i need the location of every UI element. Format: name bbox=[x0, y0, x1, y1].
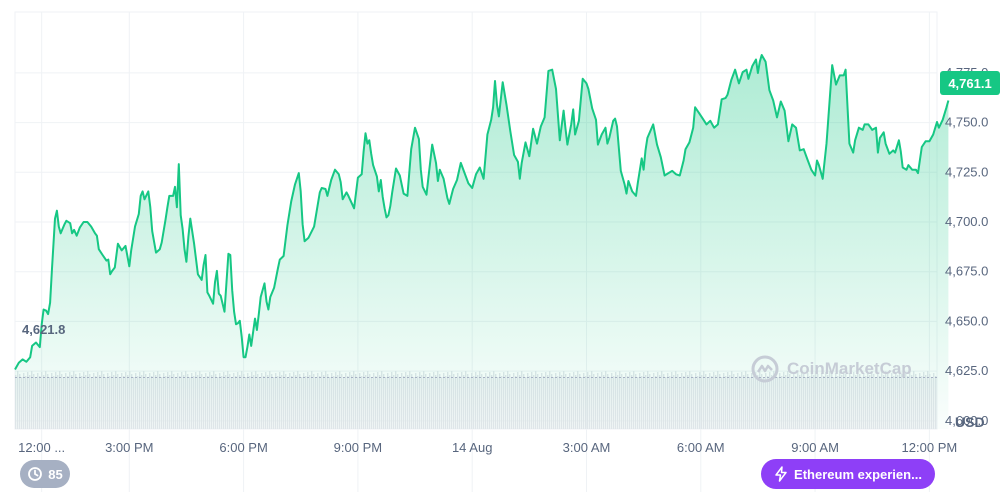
y-tick-label: 4,625.0 bbox=[945, 363, 988, 378]
lightning-icon bbox=[775, 466, 787, 482]
coinmarketcap-logo-icon bbox=[751, 355, 779, 383]
price-area-fill bbox=[15, 55, 949, 429]
x-tick-label: 14 Aug bbox=[452, 440, 493, 455]
event-button[interactable]: Ethereum experien... bbox=[761, 459, 935, 489]
x-tick-label: 12:00 ... bbox=[18, 440, 65, 455]
y-tick-label: 4,750.0 bbox=[945, 115, 988, 130]
y-tick-label: 4,600.0 bbox=[945, 413, 988, 428]
x-tick-label: 12:00 PM bbox=[902, 440, 958, 455]
y-tick-label: 4,675.0 bbox=[945, 264, 988, 279]
event-label: Ethereum experien... bbox=[794, 466, 922, 482]
x-tick-label: 6:00 PM bbox=[219, 440, 267, 455]
price-line bbox=[14, 54, 950, 370]
history-clock-icon bbox=[28, 467, 43, 481]
currency-label: USD bbox=[955, 414, 985, 430]
open-price-label: 4,621.8 bbox=[22, 322, 66, 337]
history-count: 85 bbox=[48, 466, 63, 482]
y-tick-label: 4,650.0 bbox=[945, 313, 988, 328]
y-tick-label: 4,700.0 bbox=[945, 214, 988, 229]
current-price-badge: 4,761.1 bbox=[940, 71, 1000, 95]
y-tick-label: 4,725.0 bbox=[945, 164, 988, 179]
x-tick-label: 9:00 PM bbox=[334, 440, 382, 455]
x-tick-label: 3:00 PM bbox=[105, 440, 153, 455]
coinmarketcap-watermark: CoinMarketCap bbox=[751, 355, 912, 383]
watermark-text: CoinMarketCap bbox=[787, 359, 912, 378]
history-button[interactable]: 85 bbox=[20, 460, 70, 488]
x-tick-label: 3:00 AM bbox=[563, 440, 611, 455]
x-tick-label: 6:00 AM bbox=[677, 440, 725, 455]
x-tick-label: 9:00 AM bbox=[791, 440, 839, 455]
